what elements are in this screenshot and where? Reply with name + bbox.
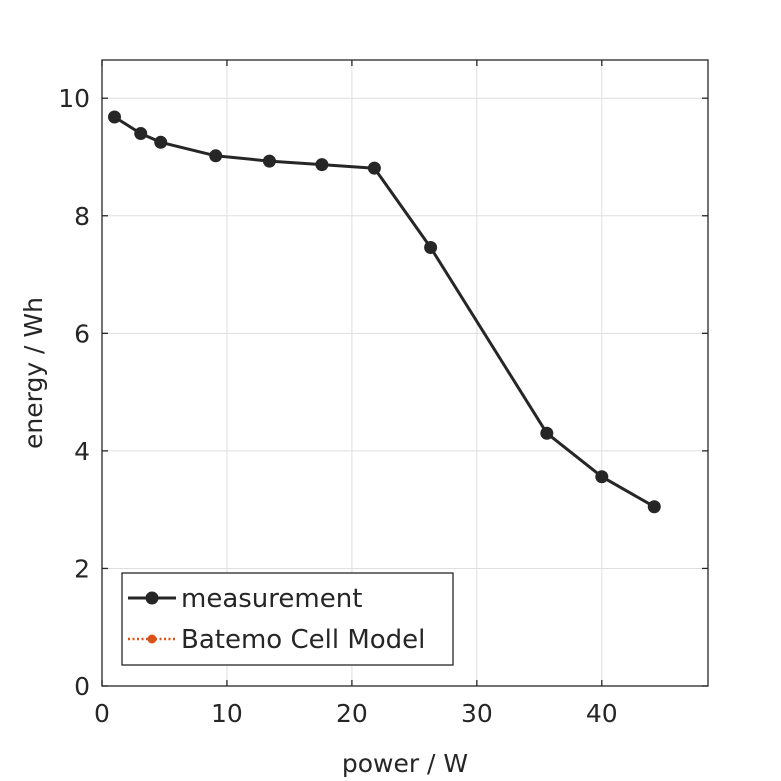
x-tick-label: 40	[586, 699, 618, 728]
y-tick-label: 0	[74, 672, 90, 701]
plot-frame	[101, 59, 709, 687]
x-axis-label: power / W	[342, 749, 468, 778]
legend-box	[121, 572, 454, 666]
series-0	[107, 110, 661, 514]
x-tick-label: 10	[211, 699, 243, 728]
grid	[102, 60, 708, 686]
y-axis-label: energy / Wh	[19, 297, 48, 449]
data-point	[647, 500, 661, 514]
legend-label-measurement: measurement	[181, 584, 362, 614]
data-point	[540, 426, 554, 440]
y-tick-label: 6	[74, 319, 90, 348]
legend: measurement Batemo Cell Model	[121, 572, 454, 666]
x-tick-label: 0	[94, 699, 110, 728]
series-layer	[107, 110, 661, 514]
y-tick-label: 8	[74, 202, 90, 231]
data-point	[262, 154, 276, 168]
data-point	[424, 241, 438, 255]
tick-labels: 0 10 20 30 40 0 2 4 6 8 10	[58, 84, 618, 728]
data-point	[134, 126, 148, 140]
y-tick-label: 4	[74, 437, 90, 466]
data-point	[154, 135, 168, 149]
legend-label-batemo: Batemo Cell Model	[181, 625, 425, 655]
y-tick-label: 2	[74, 554, 90, 583]
legend-marker-batemo	[147, 634, 157, 644]
x-tick-label: 30	[461, 699, 493, 728]
data-point	[595, 470, 609, 484]
data-point	[209, 149, 223, 163]
legend-marker-measurement	[145, 591, 159, 605]
x-tick-label: 20	[336, 699, 368, 728]
y-tick-label: 10	[58, 84, 90, 113]
data-point	[107, 110, 121, 124]
axis-ticks	[101, 60, 708, 687]
data-point	[315, 158, 329, 172]
data-point	[367, 161, 381, 175]
